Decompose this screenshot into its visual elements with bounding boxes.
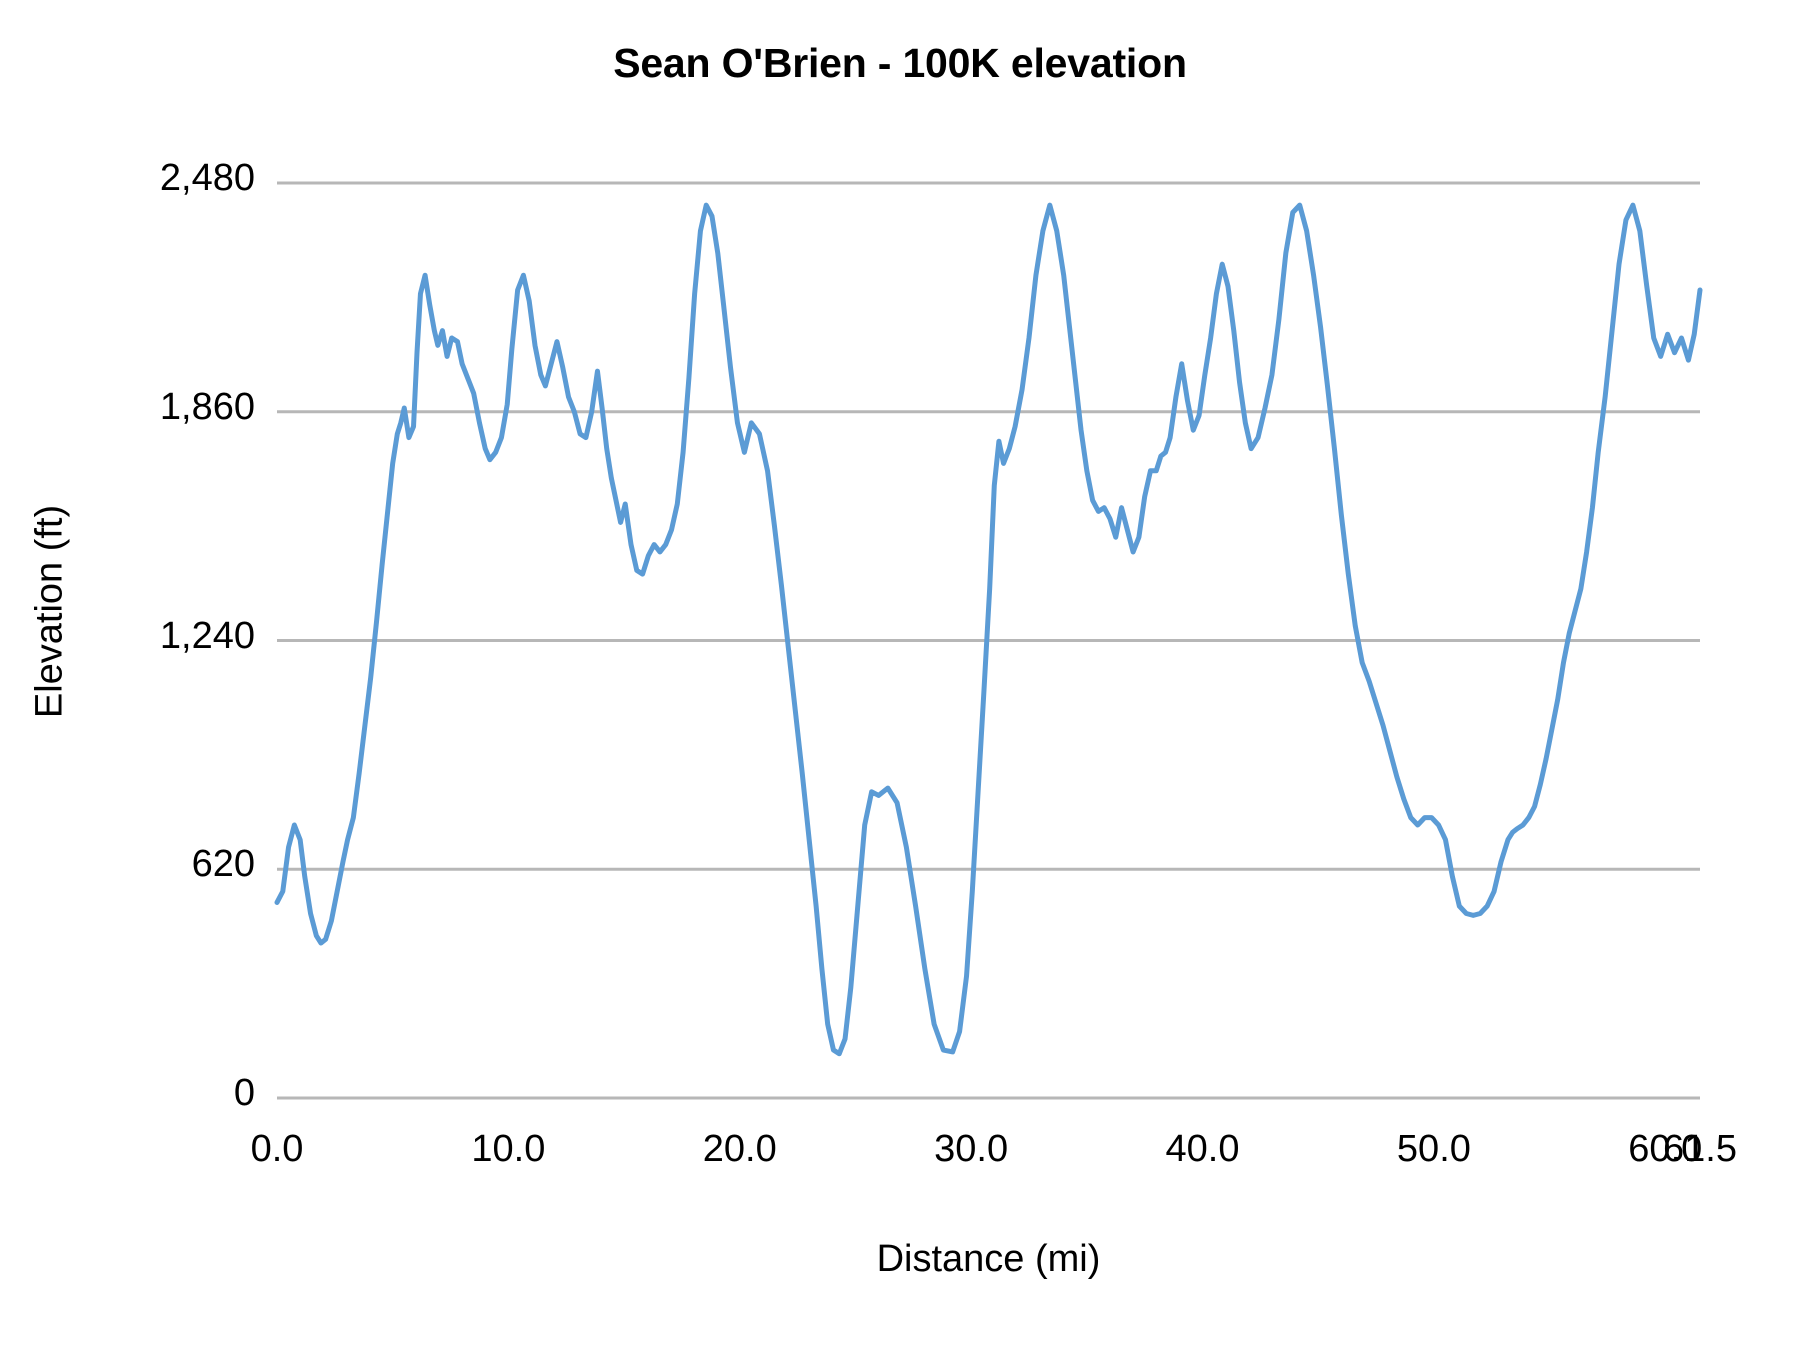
y-tick-label: 1,240 <box>159 614 255 657</box>
x-tick-label: 60.0 <box>1628 1128 1703 1170</box>
x-tick-label: 50.0 <box>1396 1128 1471 1170</box>
x-tick-label: 61.5 <box>1663 1128 1737 1170</box>
x-tick-label: 30.0 <box>934 1128 1009 1170</box>
x-tick-label: 0.0 <box>250 1128 304 1170</box>
elevation-line-series <box>274 202 1703 1057</box>
y-tick-label: 0 <box>233 1072 255 1114</box>
y-tick-label: 1,860 <box>159 385 255 428</box>
x-axis-title: Distance (mi) <box>876 1238 1101 1280</box>
x-tick-label: 20.0 <box>702 1128 777 1170</box>
chart-title: Sean O'Brien - 100K elevation <box>613 40 1187 86</box>
y-tick-label: 2,480 <box>159 157 255 199</box>
y-tick-label: 620 <box>191 843 255 886</box>
x-tick-label: 40.0 <box>1165 1128 1240 1170</box>
elevation-line <box>274 202 1703 1057</box>
y-axis-title: Elevation (ft) <box>28 504 71 719</box>
x-tick-label: 10.0 <box>471 1128 546 1170</box>
